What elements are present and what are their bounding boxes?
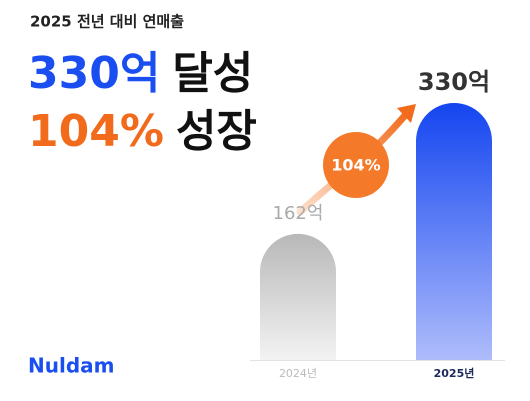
growth-label: 104%: [331, 156, 380, 175]
bar: [260, 233, 336, 360]
brand-logo: Nuldam: [28, 354, 114, 378]
value-label: 162억: [273, 203, 324, 224]
subtitle: 2025 전년 대비 연매출: [30, 13, 184, 31]
headline-highlight: 330억: [28, 48, 160, 99]
headline-highlight: 104%: [28, 106, 164, 157]
headline-1: 330억 달성: [28, 48, 253, 99]
value-label: 330억: [418, 68, 490, 96]
x-tick-label: 2025년: [434, 366, 475, 380]
growth-badge: [323, 132, 389, 198]
bar: [416, 103, 492, 360]
headline-rest: 달성: [172, 48, 253, 99]
headline-2: 104% 성장: [28, 106, 257, 157]
x-tick-label: 2024년: [279, 367, 317, 380]
arrow-head: [397, 104, 416, 123]
headline-rest: 성장: [176, 106, 257, 157]
